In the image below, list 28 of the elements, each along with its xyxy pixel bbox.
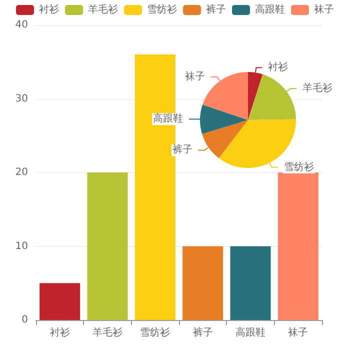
y-tick-label: 0 — [22, 314, 28, 326]
bar — [87, 172, 128, 320]
x-tick-label: 裤子 — [192, 326, 213, 338]
legend-label: 衬衫 — [39, 4, 59, 16]
slice-label: 裤子 — [172, 144, 192, 156]
bar — [278, 172, 318, 320]
legend-label: 裤子 — [206, 4, 226, 16]
bar — [230, 246, 271, 320]
legend-label: 羊毛衫 — [88, 4, 118, 16]
y-tick-label: 30 — [15, 93, 28, 104]
legend-label: 雪纺衫 — [147, 4, 177, 16]
x-tick-label: 衬衫 — [50, 326, 70, 338]
x-tick-label: 袜子 — [288, 326, 308, 338]
legend-label: 高跟鞋 — [255, 4, 285, 16]
slice-label: 袜子 — [185, 70, 206, 82]
legend-label: 袜子 — [314, 4, 334, 16]
y-tick-label: 40 — [15, 20, 28, 30]
x-tick-label: 雪纺衫 — [140, 326, 170, 338]
x-tick-label: 羊毛衫 — [92, 326, 122, 338]
slice-label: 雪纺衫 — [284, 160, 314, 173]
slice-label: 衬衫 — [268, 61, 288, 74]
y-tick-label: 10 — [15, 240, 28, 252]
y-tick-label: 20 — [15, 167, 28, 178]
bar — [40, 283, 80, 320]
x-tick-label: 高跟鞋 — [236, 326, 266, 338]
slice-label: 羊毛衫 — [302, 82, 333, 94]
slice-label: 高跟鞋 — [153, 112, 184, 125]
bar — [182, 246, 224, 320]
